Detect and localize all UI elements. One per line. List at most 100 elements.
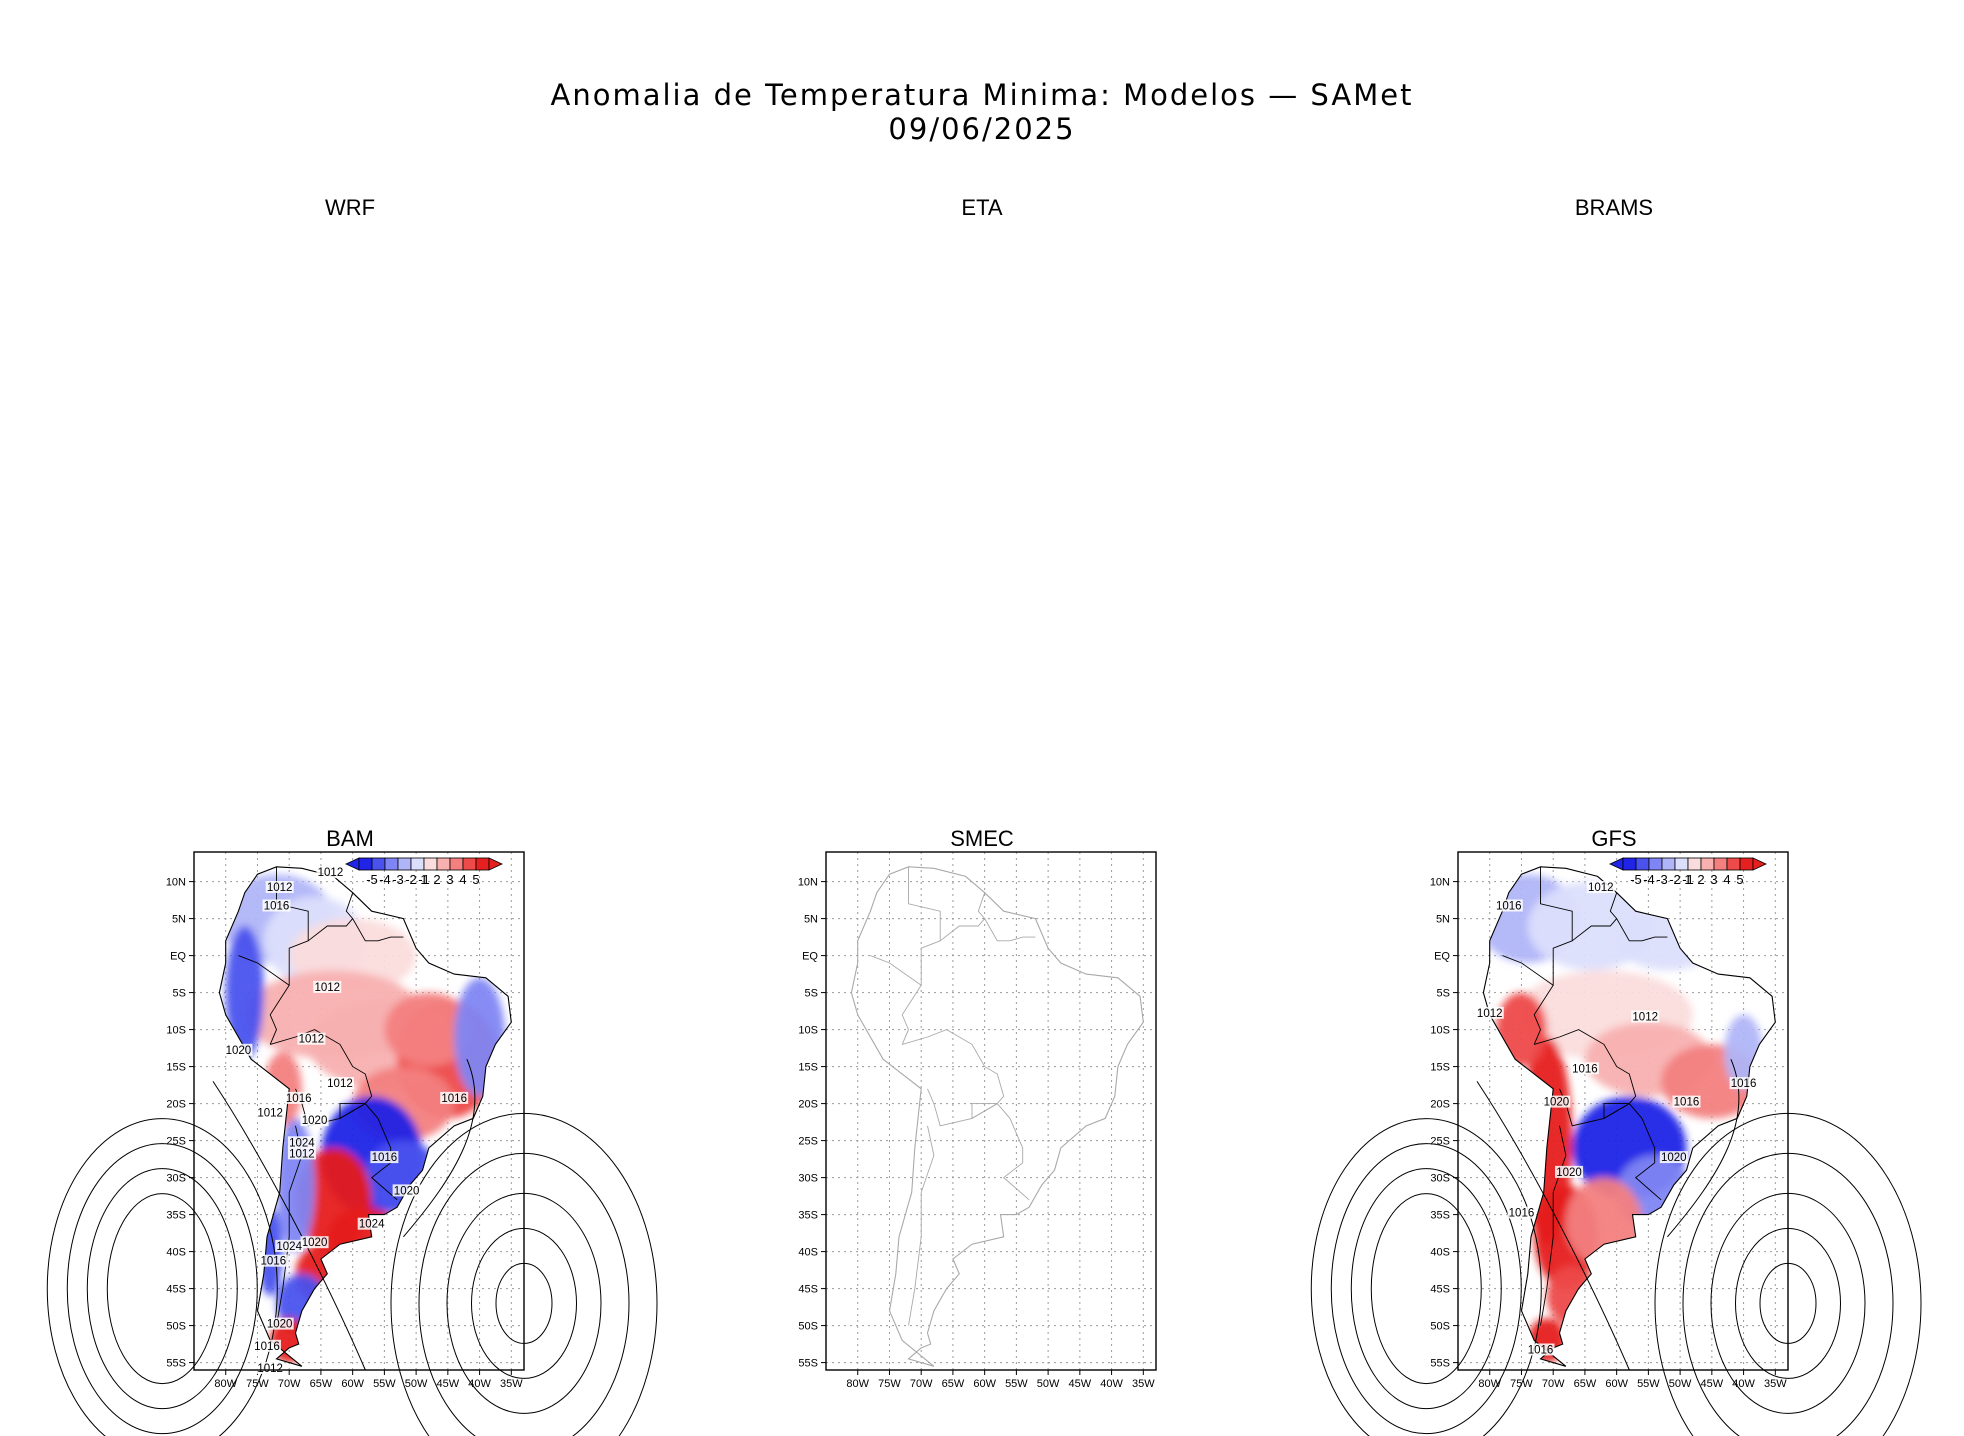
gfs-colorbar-cell-neg2 bbox=[1661, 857, 1676, 871]
bam-colorbar-cell-neg5 bbox=[358, 857, 373, 871]
gfs-isobar-label-2: 1012 bbox=[1477, 1008, 1503, 1020]
bam-isobar-label-1: 1012 bbox=[318, 867, 344, 879]
gfs-isobar-label-1: 1012 bbox=[1588, 882, 1614, 894]
smec-ytick-label-7: 25S bbox=[798, 1136, 818, 1148]
smec-ytick-label-0: 10N bbox=[798, 877, 818, 889]
gfs-isobar-label-8: 1020 bbox=[1661, 1152, 1687, 1164]
bam-colorbar-cell-pos3 bbox=[449, 857, 464, 871]
bam-colorbar-cell-pos2 bbox=[436, 857, 451, 871]
gfs-border-4 bbox=[1540, 866, 1573, 986]
gfs-isobar-label-bg-6 bbox=[1672, 1095, 1701, 1108]
gfs-isobar-label-10: 1016 bbox=[1509, 1208, 1535, 1220]
bam-ytick-label-12: 50S bbox=[166, 1321, 186, 1333]
smec-xtick-label-4: 60W bbox=[973, 1378, 996, 1390]
bam-border-4 bbox=[276, 866, 309, 986]
bam-colorbar-cell-pos1 bbox=[423, 857, 438, 871]
bam-xtick-label-6: 50W bbox=[405, 1378, 428, 1390]
gfs-xtick-label-6: 50W bbox=[1669, 1378, 1692, 1390]
smec-xtick-label-6: 50W bbox=[1037, 1378, 1060, 1390]
gfs-isobar-label-bg-8 bbox=[1659, 1151, 1688, 1164]
gfs-colorbar-label-9: 5 bbox=[1736, 872, 1743, 887]
bam-colorbar-label-8: 4 bbox=[459, 872, 466, 887]
bam-isobar-label-14: 1020 bbox=[394, 1185, 420, 1197]
gfs-border-3 bbox=[1502, 955, 1554, 1045]
gfs-ytick-label-6: 20S bbox=[1430, 1099, 1450, 1111]
bam-isobar-label-bg-16 bbox=[300, 1236, 329, 1249]
bam-isobar-west-1 bbox=[86, 1168, 238, 1410]
gfs-xtick-label-9: 35W bbox=[1764, 1378, 1787, 1390]
bam-isobar-label-21: 1012 bbox=[257, 1363, 283, 1375]
bam-isobar-label-19: 1020 bbox=[267, 1319, 293, 1331]
bam-isobar-label-bg-4 bbox=[297, 1032, 326, 1045]
bam-xtick-label-9: 35W bbox=[500, 1378, 523, 1390]
gfs-isobar-label-4: 1016 bbox=[1572, 1063, 1598, 1075]
gfs-ytick-label-11: 45S bbox=[1430, 1284, 1450, 1296]
gfs-isobar-label-9: 1020 bbox=[1556, 1167, 1582, 1179]
panel-title-wrf: WRF bbox=[324, 195, 376, 220]
gfs-ytick-label-2: EQ bbox=[1434, 951, 1450, 963]
gfs-colorbar-label-6: 2 bbox=[1697, 872, 1704, 887]
bam-isobar-west-0 bbox=[106, 1193, 218, 1385]
gfs-colorbar-cell-neg4 bbox=[1635, 857, 1650, 871]
bam-isobar-label-bg-15 bbox=[357, 1217, 386, 1230]
gfs-ytick-label-0: 10N bbox=[1430, 877, 1450, 889]
bam-colorbar-cell-pos4 bbox=[462, 857, 477, 871]
bam-xtick-label-2: 70W bbox=[278, 1378, 301, 1390]
smec-border-2 bbox=[908, 1125, 935, 1326]
bam-isobar-west-3 bbox=[46, 1118, 278, 1436]
bam-isobar-label-18: 1016 bbox=[261, 1256, 287, 1268]
panel-title-smec: SMEC bbox=[950, 826, 1014, 851]
gfs-isobar-west-2 bbox=[1330, 1143, 1522, 1435]
gfs-isobar-label-bg-3 bbox=[1631, 1010, 1660, 1023]
bam-colorbar-label-5: 1 bbox=[420, 872, 427, 887]
gfs-colorbar-cell-pos2 bbox=[1700, 857, 1715, 871]
gfs-isobar-south bbox=[1476, 1081, 1630, 1371]
bam-xtick-label-5: 55W bbox=[373, 1378, 396, 1390]
bam-isobar-label-7: 1016 bbox=[286, 1093, 312, 1105]
bam-isobar-label-20: 1016 bbox=[254, 1341, 280, 1353]
bam-isobar-label-5: 1020 bbox=[226, 1045, 252, 1057]
bam-ytick-label-5: 15S bbox=[166, 1062, 186, 1074]
gfs-isobar-label-bg-11 bbox=[1526, 1343, 1555, 1356]
bam-isobar-label-8: 1012 bbox=[257, 1108, 283, 1120]
bam-isobar-label-bg-0 bbox=[265, 881, 294, 893]
gfs-ytick-label-8: 30S bbox=[1430, 1173, 1450, 1185]
bam-ytick-label-3: 5S bbox=[173, 988, 186, 1000]
bam-ytick-label-9: 35S bbox=[166, 1210, 186, 1222]
bam-colorbar-cell-pos5 bbox=[475, 857, 490, 871]
bam-isobar-label-12: 1012 bbox=[289, 1148, 315, 1160]
gfs-border-7 bbox=[1603, 1103, 1630, 1120]
bam-isobar-label-bg-2 bbox=[262, 899, 291, 912]
bam-isobar-label-bg-7 bbox=[284, 1091, 313, 1104]
bam-isobar-label-17: 1024 bbox=[276, 1241, 302, 1253]
smec-xtick-label-5: 55W bbox=[1005, 1378, 1028, 1390]
bam-colorbar-label-6: 2 bbox=[433, 872, 440, 887]
gfs-ytick-label-10: 40S bbox=[1430, 1247, 1450, 1259]
figure-title: Anomalia de Temperatura Minima: Modelos … bbox=[550, 78, 1414, 112]
bam-ytick-label-10: 40S bbox=[166, 1247, 186, 1259]
smec-plot-area bbox=[826, 852, 1156, 1370]
smec-xtick-label-8: 40W bbox=[1100, 1378, 1123, 1390]
gfs-isobar-west-1 bbox=[1350, 1168, 1502, 1410]
smec-ytick-label-9: 35S bbox=[798, 1210, 818, 1222]
gfs-colorbar-label-2: -3 bbox=[1656, 872, 1668, 887]
bam-isobar-label-bg-3 bbox=[313, 980, 342, 993]
smec-border-0 bbox=[902, 1029, 1005, 1104]
bam-isobar-label-15: 1024 bbox=[359, 1219, 385, 1231]
bam-colorbar-label-3: -2 bbox=[405, 872, 417, 887]
gfs-isobar-label-bg-5 bbox=[1729, 1077, 1758, 1090]
bam-border-3 bbox=[238, 955, 290, 1045]
panel-bam: 80W 75W 70W 65W 60W 55W 50W 45W 40W 35W 10N 5N EQ 5S 1… bbox=[46, 848, 658, 1436]
bam-ytick-label-11: 45S bbox=[166, 1284, 186, 1296]
bam-isobar-label-bg-10 bbox=[440, 1091, 469, 1104]
gfs-colorbar-label-8: 4 bbox=[1723, 872, 1730, 887]
gfs-colorbar-label-0: -5 bbox=[1630, 872, 1642, 887]
bam-isobar-label-11: 1024 bbox=[289, 1137, 315, 1149]
bam-colorbar-cell-neg2 bbox=[397, 857, 412, 871]
map-gfs: 80W 75W 70W 65W 60W 55W 50W 45W 40W 35W10N5NEQ5S1… bbox=[1310, 851, 1922, 1436]
gfs-isobar-label-bg-4 bbox=[1570, 1062, 1599, 1075]
bam-isobar-label-bg-11 bbox=[287, 1136, 316, 1149]
bam-isobar-label-3: 1012 bbox=[314, 982, 340, 994]
gfs-isobar-label-3: 1012 bbox=[1632, 1012, 1658, 1024]
gfs-isobar-label-7: 1020 bbox=[1544, 1097, 1570, 1109]
